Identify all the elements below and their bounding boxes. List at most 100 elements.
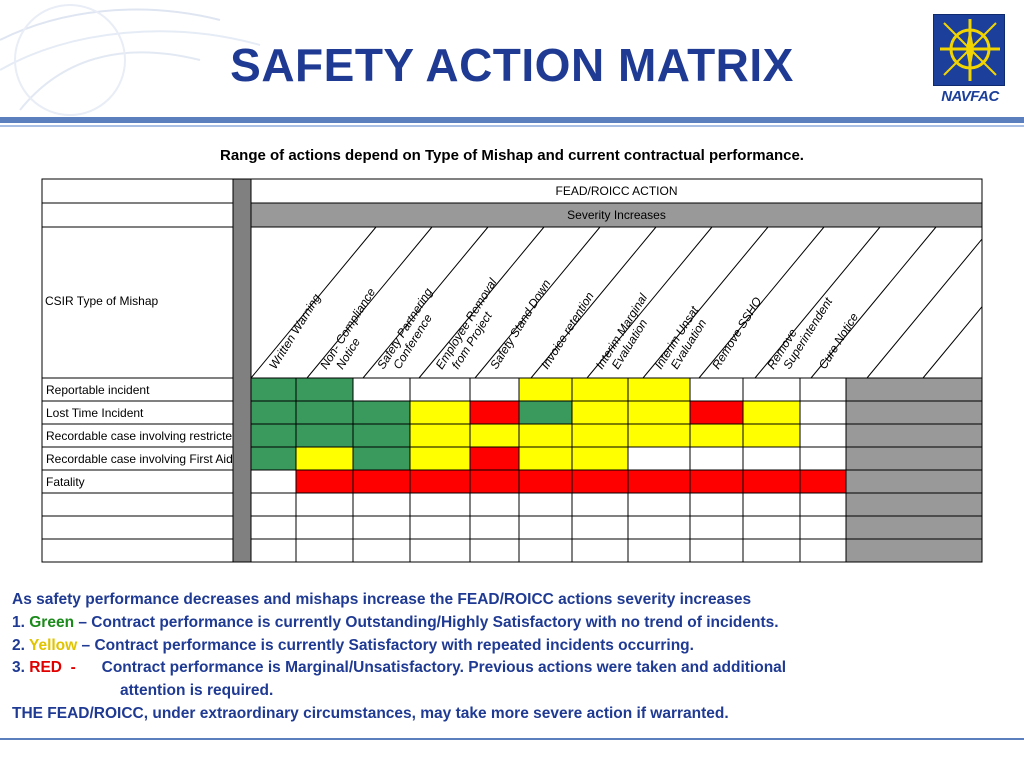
grey-filler-cell bbox=[845, 492, 983, 517]
severity-header-bar bbox=[250, 202, 983, 228]
grey-filler-cell bbox=[845, 377, 983, 402]
matrix-cell bbox=[518, 515, 573, 540]
matrix-cell bbox=[352, 400, 411, 425]
severity-row-left bbox=[41, 202, 252, 228]
matrix-cell bbox=[799, 377, 847, 402]
matrix-cell bbox=[250, 377, 297, 402]
header-diagonal-line bbox=[474, 226, 601, 379]
grey-filler-cell bbox=[845, 538, 983, 563]
notes-section: As safety performance decreases and mish… bbox=[12, 589, 1017, 726]
matrix-cell bbox=[689, 423, 744, 448]
notes-item-red: 3. RED - Contract performance is Margina… bbox=[12, 657, 1017, 680]
header-diagonal-line bbox=[586, 226, 713, 379]
matrix-cell bbox=[295, 492, 354, 517]
matrix-cell bbox=[469, 538, 520, 563]
matrix-cell bbox=[518, 400, 573, 425]
header-diagonal-line bbox=[250, 226, 377, 379]
yellow-label: Yellow bbox=[28, 636, 78, 654]
matrix-cell bbox=[518, 538, 573, 563]
matrix-cell bbox=[627, 515, 691, 540]
header-diagonal-line bbox=[922, 306, 983, 379]
header-diagonal-line bbox=[530, 226, 657, 379]
item-number: 1. bbox=[12, 613, 25, 631]
safety-action-matrix: FEAD/ROICC ACTION Severity Increases CSIR … bbox=[41, 178, 983, 563]
matrix-cell bbox=[352, 423, 411, 448]
matrix-cell bbox=[295, 423, 354, 448]
matrix-cell bbox=[250, 400, 297, 425]
matrix-cell bbox=[409, 423, 471, 448]
item-number: 3. bbox=[12, 659, 25, 677]
row-label-cell bbox=[41, 515, 234, 540]
matrix-cell bbox=[352, 492, 411, 517]
top-header-row bbox=[41, 178, 983, 204]
notes-item-green: 1. Green – Contract performance is curre… bbox=[12, 612, 1017, 635]
grey-filler-cell bbox=[845, 423, 983, 448]
matrix-cell bbox=[409, 400, 471, 425]
matrix-cell bbox=[627, 377, 691, 402]
matrix-cell bbox=[742, 515, 801, 540]
row-label-cell bbox=[41, 538, 234, 563]
notes-item-yellow: 2. Yellow – Contract performance is curr… bbox=[12, 635, 1017, 658]
matrix-cell bbox=[295, 538, 354, 563]
header-diagonal-line bbox=[810, 226, 937, 379]
matrix-cell bbox=[352, 446, 411, 471]
matrix-cell bbox=[352, 469, 411, 494]
matrix-cell bbox=[518, 469, 573, 494]
header-diagonal-line bbox=[866, 238, 983, 379]
matrix-cell bbox=[409, 515, 471, 540]
green-label: Green bbox=[29, 613, 75, 631]
matrix-cell bbox=[469, 469, 520, 494]
row-label: Recordable case involving restricted dut… bbox=[46, 429, 265, 443]
matrix-cell bbox=[352, 515, 411, 540]
matrix-cell bbox=[799, 423, 847, 448]
matrix-cell bbox=[742, 538, 801, 563]
matrix-cell bbox=[799, 492, 847, 517]
matrix-cell bbox=[409, 446, 471, 471]
matrix-cell bbox=[295, 469, 354, 494]
matrix-cell bbox=[250, 446, 297, 471]
matrix-cell bbox=[799, 469, 847, 494]
red-description-continued: attention is required. bbox=[120, 682, 274, 700]
row-label: Fatality bbox=[46, 475, 85, 489]
matrix-cell bbox=[409, 377, 471, 402]
row-label-cell bbox=[41, 492, 234, 517]
matrix-cell bbox=[799, 446, 847, 471]
matrix-cell bbox=[409, 492, 471, 517]
matrix-cell bbox=[518, 377, 573, 402]
matrix-cell bbox=[627, 446, 691, 471]
header-diagonal-line bbox=[754, 226, 881, 379]
matrix-cell bbox=[627, 538, 691, 563]
header-diagonal-line bbox=[362, 226, 489, 379]
matrix-cell bbox=[742, 469, 801, 494]
grey-filler-cell bbox=[845, 446, 983, 471]
matrix-cell bbox=[742, 400, 801, 425]
background-swirl-decoration bbox=[0, 4, 261, 116]
matrix-cell bbox=[518, 492, 573, 517]
matrix-cell bbox=[742, 423, 801, 448]
matrix-cell bbox=[689, 377, 744, 402]
matrix-cell bbox=[295, 377, 354, 402]
matrix-cell bbox=[250, 469, 297, 494]
logo-text: NAVFAC bbox=[941, 88, 999, 105]
grey-filler-cell bbox=[845, 469, 983, 494]
matrix-cell bbox=[469, 492, 520, 517]
subtitle: Range of actions depend on Type of Misha… bbox=[220, 147, 804, 164]
matrix-cell bbox=[250, 492, 297, 517]
matrix-cell bbox=[571, 423, 629, 448]
navfac-logo: NAVFAC bbox=[930, 14, 1012, 106]
corner-label: CSIR Type of Mishap bbox=[45, 294, 158, 308]
item-number: 2. bbox=[12, 636, 25, 654]
matrix-cell bbox=[627, 423, 691, 448]
matrix-cell bbox=[689, 469, 744, 494]
row-label: Lost Time Incident bbox=[46, 406, 144, 420]
matrix-cell bbox=[518, 446, 573, 471]
matrix-cell bbox=[571, 446, 629, 471]
matrix-cell bbox=[409, 469, 471, 494]
matrix-cell bbox=[352, 377, 411, 402]
notes-closing: THE FEAD/ROICC, under extraordinary circ… bbox=[12, 704, 729, 722]
matrix-cell bbox=[295, 446, 354, 471]
matrix-cell bbox=[409, 538, 471, 563]
header-divider-light bbox=[0, 125, 1024, 127]
row-label: Reportable incident bbox=[46, 383, 150, 397]
matrix-cell bbox=[689, 446, 744, 471]
